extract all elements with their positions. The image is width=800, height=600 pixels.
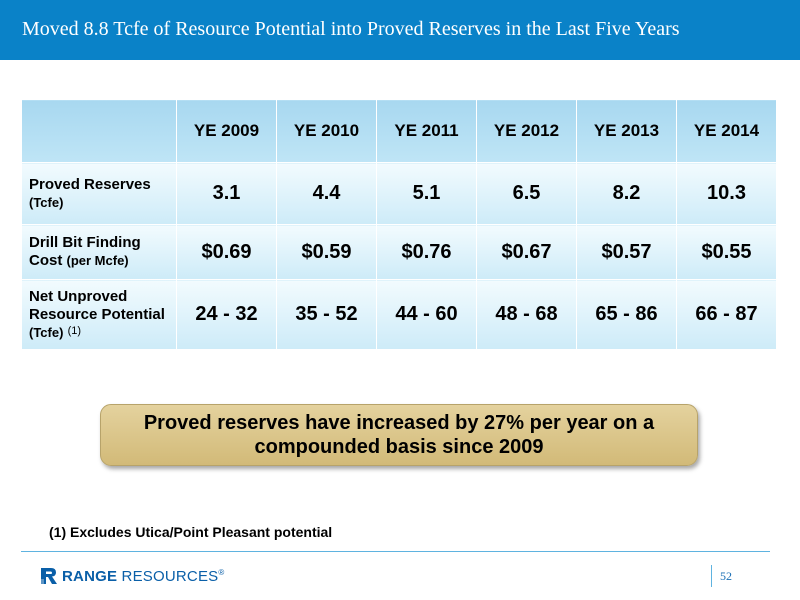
page-number: 52: [720, 569, 732, 583]
logo-text-light: RESOURCES: [121, 567, 219, 585]
page-number-divider: [711, 565, 712, 587]
logo-text-bold: RANGE: [62, 567, 118, 585]
column-header: YE 2010: [276, 99, 377, 163]
table-cell: 65 - 86: [576, 279, 677, 350]
range-logo-icon: [41, 568, 57, 584]
row-label-unit: (per Mcfe): [66, 253, 129, 268]
row-label-main: Proved Reserves: [29, 175, 151, 193]
table-cell: $0.76: [376, 224, 477, 280]
row-label-main: Net Unproved Resource Potential: [29, 287, 165, 323]
table-cell: $0.59: [276, 224, 377, 280]
table-cell: 8.2: [576, 162, 677, 225]
reserves-table: YE 2009 YE 2010 YE 2011 YE 2012 YE 2013 …: [21, 99, 777, 350]
row-label: Drill Bit Finding Cost (per Mcfe): [21, 224, 177, 280]
column-header: YE 2012: [476, 99, 577, 163]
row-label-unit: (Tcfe): [29, 194, 64, 210]
table-cell: $0.69: [176, 224, 277, 280]
table-row: Proved Reserves (Tcfe) 3.1 4.4 5.1 6.5 8…: [21, 162, 777, 225]
registered-mark: ®: [218, 567, 225, 577]
table-cell: 5.1: [376, 162, 477, 225]
row-label-unit: (Tcfe): [29, 324, 64, 340]
table-row: Drill Bit Finding Cost (per Mcfe) $0.69 …: [21, 224, 777, 280]
column-header: YE 2014: [676, 99, 777, 163]
row-label-main: Drill Bit Finding Cost: [29, 234, 141, 269]
table-cell: 3.1: [176, 162, 277, 225]
column-header: YE 2011: [376, 99, 477, 163]
table-row: Net Unproved Resource Potential (Tcfe) (…: [21, 279, 777, 350]
table-cell: 48 - 68: [476, 279, 577, 350]
footnote-marker: (1): [67, 324, 82, 337]
column-header: YE 2013: [576, 99, 677, 163]
callout-box: Proved reserves have increased by 27% pe…: [100, 404, 698, 466]
table-cell: 44 - 60: [376, 279, 477, 350]
table-cell: $0.57: [576, 224, 677, 280]
table-cell: 35 - 52: [276, 279, 377, 350]
page-title: Moved 8.8 Tcfe of Resource Potential int…: [22, 18, 680, 40]
table-cell: $0.55: [676, 224, 777, 280]
footnote: (1) Excludes Utica/Point Pleasant potent…: [49, 524, 333, 540]
table-cell: 4.4: [276, 162, 377, 225]
footer-divider: [21, 551, 770, 552]
logo-text: RANGE RESOURCES®: [62, 568, 224, 585]
table-cell: 66 - 87: [676, 279, 777, 350]
row-label: Net Unproved Resource Potential (Tcfe) (…: [21, 279, 177, 350]
table-header-row: YE 2009 YE 2010 YE 2011 YE 2012 YE 2013 …: [21, 99, 777, 163]
callout-text: Proved reserves have increased by 27% pe…: [143, 412, 655, 458]
company-logo: RANGE RESOURCES®: [40, 566, 224, 586]
column-header: YE 2009: [176, 99, 277, 163]
table-cell: 10.3: [676, 162, 777, 225]
table-cell: 24 - 32: [176, 279, 277, 350]
title-bar: Moved 8.8 Tcfe of Resource Potential int…: [0, 0, 800, 60]
table-cell: 6.5: [476, 162, 577, 225]
header-corner: [21, 99, 177, 163]
row-label: Proved Reserves (Tcfe): [21, 162, 177, 225]
table-cell: $0.67: [476, 224, 577, 280]
